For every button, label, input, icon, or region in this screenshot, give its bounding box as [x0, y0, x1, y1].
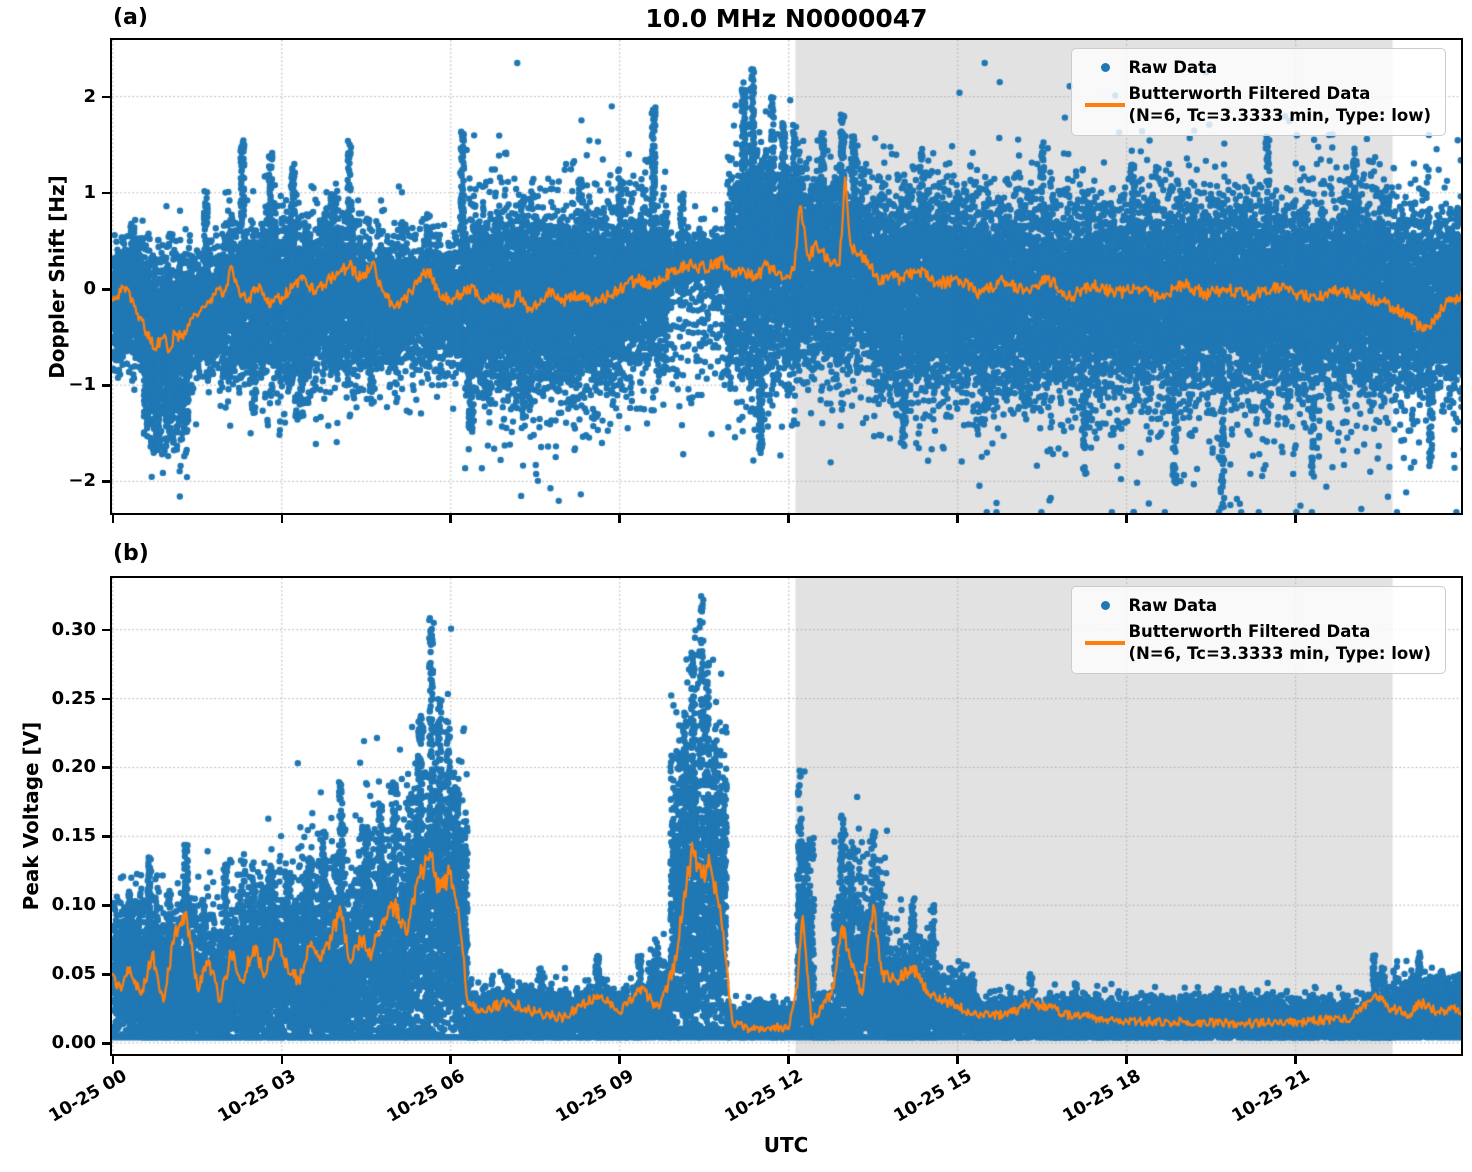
x-tick-mark [449, 1056, 453, 1064]
y-tick-label: 2 [83, 85, 96, 107]
y-tick-label: −2 [68, 470, 96, 492]
legend-filtered-label: Butterworth Filtered Data (N=6, Tc=3.333… [1128, 83, 1431, 126]
y-tick-label: 0.10 [51, 894, 96, 916]
panel-a-legend: Raw Data Butterworth Filtered Data (N=6,… [1071, 48, 1446, 137]
legend-filtered-label-line2: (N=6, Tc=3.3333 min, Type: low) [1128, 105, 1431, 125]
panel-b-legend: Raw Data Butterworth Filtered Data (N=6,… [1071, 586, 1446, 675]
y-tick-mark [102, 384, 110, 387]
y-tick-label: 0.25 [51, 687, 96, 709]
x-tick-mark [1125, 1056, 1128, 1064]
y-tick-mark [102, 1041, 110, 1045]
x-tick-mark [1294, 515, 1297, 523]
y-tick-label: 0.20 [51, 756, 96, 778]
x-tick-mark [1125, 515, 1128, 523]
x-tick-label: 10-25 15 [890, 1066, 976, 1127]
y-tick-label: −1 [68, 374, 96, 396]
y-tick-mark [102, 628, 110, 632]
y-tick-label: 0.05 [51, 963, 96, 985]
x-tick-mark [280, 1056, 284, 1064]
panel-a-ylabel: Doppler Shift [Hz] [45, 175, 69, 379]
y-tick-label: 0.30 [51, 618, 96, 640]
x-tick-mark [449, 515, 453, 523]
x-tick-label: 10-25 00 [45, 1066, 131, 1127]
y-tick-label: 0.15 [51, 825, 96, 847]
y-tick-mark [102, 973, 110, 976]
legend-row-filtered: Butterworth Filtered Data (N=6, Tc=3.333… [1082, 621, 1431, 664]
panel-b-ylabel: Peak Voltage [V] [19, 721, 43, 911]
x-tick-mark [787, 1056, 791, 1064]
x-tick-label: 10-25 12 [721, 1066, 807, 1127]
legend-row-filtered: Butterworth Filtered Data (N=6, Tc=3.333… [1082, 83, 1431, 126]
legend-raw-label: Raw Data [1128, 596, 1218, 615]
filtered-line-icon [1082, 103, 1128, 107]
legend-filtered-label: Butterworth Filtered Data (N=6, Tc=3.333… [1128, 621, 1431, 664]
y-tick-mark [102, 697, 110, 701]
x-tick-mark [111, 515, 115, 523]
x-tick-mark [956, 515, 960, 523]
x-tick-mark [787, 515, 791, 523]
panel-b-plot-area: Raw Data Butterworth Filtered Data (N=6,… [110, 576, 1463, 1056]
legend-filtered-label-line1: Butterworth Filtered Data [1128, 84, 1371, 104]
x-tick-mark [111, 1056, 115, 1064]
y-tick-label: 1 [83, 181, 96, 203]
y-tick-mark [102, 766, 110, 770]
x-axis-label: UTC [763, 1133, 809, 1157]
legend-row-raw: Raw Data [1082, 57, 1431, 78]
raw-data-marker-icon [1082, 63, 1128, 73]
panel-b-tag: (b) [113, 541, 149, 566]
x-tick-label: 10-25 21 [1228, 1066, 1314, 1127]
raw-data-marker-icon [1082, 601, 1128, 611]
x-tick-mark [618, 515, 622, 523]
y-tick-mark [102, 191, 110, 195]
x-tick-label: 10-25 06 [383, 1066, 469, 1127]
panel-a-plot-area: Raw Data Butterworth Filtered Data (N=6,… [110, 38, 1463, 515]
y-tick-mark [102, 480, 110, 483]
y-tick-label: 0 [83, 278, 96, 299]
y-tick-mark [102, 288, 110, 291]
x-tick-label: 10-25 09 [552, 1066, 638, 1127]
filtered-line-icon [1082, 641, 1128, 645]
legend-row-raw: Raw Data [1082, 595, 1431, 616]
x-tick-mark [280, 515, 284, 523]
y-tick-mark [102, 904, 110, 907]
panel-a-tag: (a) [113, 5, 148, 30]
x-tick-mark [1294, 1056, 1297, 1064]
x-tick-label: 10-25 03 [214, 1066, 300, 1127]
plot-title: 10.0 MHz N0000047 [645, 4, 928, 33]
y-tick-mark [102, 835, 110, 838]
y-tick-label: 0.00 [51, 1031, 96, 1053]
x-tick-mark [956, 1056, 960, 1064]
x-tick-mark [618, 1056, 622, 1064]
y-tick-mark [102, 95, 110, 99]
legend-filtered-label-line2: (N=6, Tc=3.3333 min, Type: low) [1128, 643, 1431, 663]
legend-filtered-label-line1: Butterworth Filtered Data [1128, 622, 1371, 642]
x-tick-label: 10-25 18 [1059, 1066, 1145, 1127]
legend-raw-label: Raw Data [1128, 58, 1218, 77]
